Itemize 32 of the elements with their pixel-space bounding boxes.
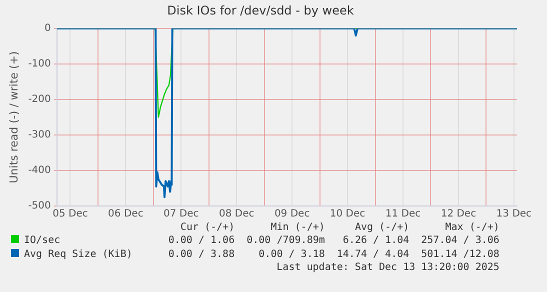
y-axis-title: Units read (-) / write (+) (7, 51, 20, 184)
text: 0.00 / 3.18 (258, 249, 325, 260)
text: Min (-/+) (270, 222, 325, 233)
text: Max (-/+) (445, 222, 500, 233)
text: Last update: Sat Dec 13 13:20:00 2025 (276, 262, 500, 273)
x-tick-label: 09 Dec (274, 208, 310, 220)
x-tick-label: 05 Dec (52, 208, 88, 220)
text: 0.00 / 1.06 (168, 235, 235, 246)
text: 0.00 / 3.88 (168, 249, 235, 260)
y-tick-label: 0 (44, 22, 51, 34)
x-tick-label: 08 Dec (218, 208, 254, 220)
text: Cur (-/+) (180, 222, 235, 233)
text: Avg (-/+) (354, 222, 410, 233)
x-tick-label: 10 Dec (330, 208, 366, 220)
x-tick-label: 11 Dec (385, 208, 421, 220)
y-tick-label: -200 (28, 94, 51, 106)
text: 0.00 /709.89m (246, 235, 325, 246)
legend-label: IO/sec (23, 234, 62, 248)
text: 257.04 / 3.06 (421, 235, 500, 246)
x-tick-label: 07 Dec (164, 208, 199, 220)
x-tick-label: 13 Dec (496, 208, 532, 220)
x-tick-label: 06 Dec (108, 208, 144, 220)
legend-label: Avg Req Size (KiB) (23, 248, 134, 262)
text: 6.26 / 1.04 (342, 235, 410, 246)
x-tick-label: 12 Dec (440, 208, 476, 220)
y-tick-label: -500 (28, 200, 51, 212)
y-tick-label: -300 (28, 130, 51, 141)
y-tick-label: -100 (28, 58, 51, 70)
chart-title: Disk IOs for /dev/sdd - by week (167, 3, 354, 18)
y-tick-label: -400 (28, 165, 51, 176)
text: 14.74 / 4.04 (336, 249, 410, 260)
text: 501.14 /12.08 (421, 249, 500, 260)
